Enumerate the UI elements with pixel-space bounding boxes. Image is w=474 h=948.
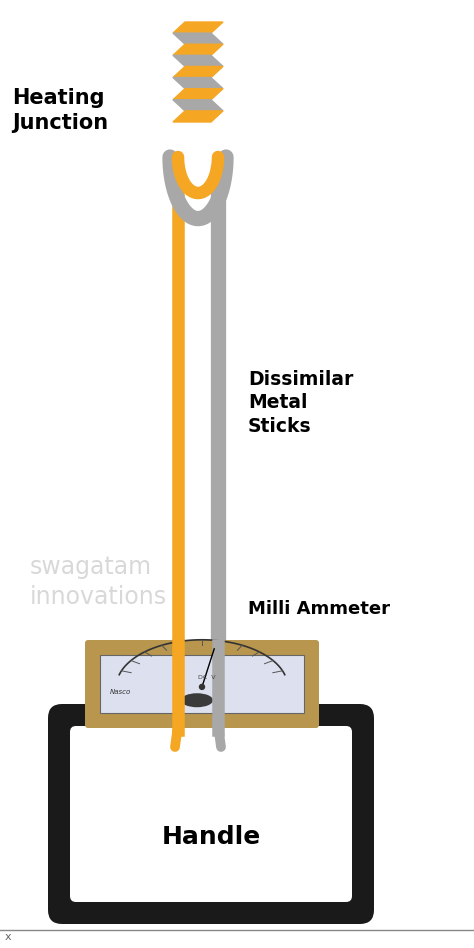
Text: Dissimilar
Metal
Sticks: Dissimilar Metal Sticks xyxy=(248,370,354,436)
Text: Nasco: Nasco xyxy=(110,689,131,696)
Text: DC  V: DC V xyxy=(198,675,216,681)
Polygon shape xyxy=(173,66,223,78)
Polygon shape xyxy=(173,45,223,55)
Circle shape xyxy=(200,684,204,689)
Text: Milli Ammeter: Milli Ammeter xyxy=(248,600,390,618)
Text: swagatam
innovations: swagatam innovations xyxy=(30,555,167,609)
Polygon shape xyxy=(173,55,223,66)
Polygon shape xyxy=(173,89,223,100)
FancyBboxPatch shape xyxy=(70,726,352,902)
Text: Handle: Handle xyxy=(161,825,261,849)
Polygon shape xyxy=(173,22,223,33)
Polygon shape xyxy=(173,100,223,111)
Ellipse shape xyxy=(181,693,213,707)
Text: Heating
Junction: Heating Junction xyxy=(12,88,108,133)
Polygon shape xyxy=(173,78,223,89)
Polygon shape xyxy=(173,33,223,45)
Bar xyxy=(100,655,304,713)
Polygon shape xyxy=(173,111,223,122)
FancyBboxPatch shape xyxy=(85,640,319,728)
Text: x: x xyxy=(5,932,12,942)
FancyBboxPatch shape xyxy=(48,704,374,924)
